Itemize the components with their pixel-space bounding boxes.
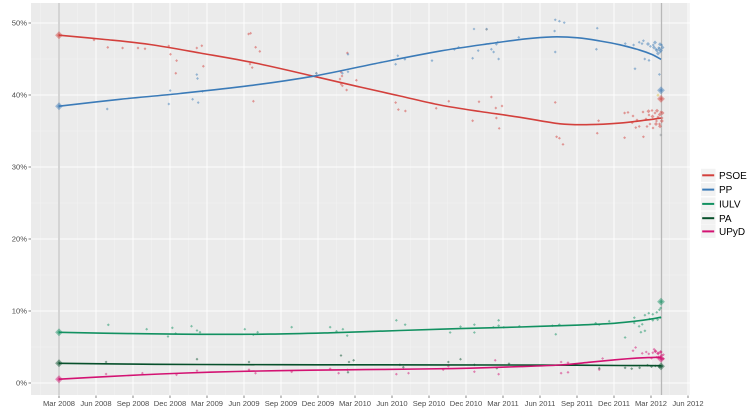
- svg-text:Sep 2010: Sep 2010: [413, 399, 446, 408]
- svg-text:Jun 2009: Jun 2009: [228, 399, 259, 408]
- svg-text:Mar 2009: Mar 2009: [191, 399, 223, 408]
- svg-text:Sep 2008: Sep 2008: [117, 399, 150, 408]
- svg-text:UPyD: UPyD: [719, 227, 745, 238]
- svg-text:PA: PA: [719, 214, 732, 225]
- svg-text:0%: 0%: [16, 379, 27, 388]
- svg-text:Jun 2008: Jun 2008: [80, 399, 111, 408]
- svg-text:10%: 10%: [12, 307, 27, 316]
- svg-text:20%: 20%: [12, 235, 27, 244]
- svg-text:IULV: IULV: [719, 200, 741, 211]
- svg-text:Jun 2011: Jun 2011: [525, 399, 556, 408]
- svg-text:Jun 2012: Jun 2012: [672, 399, 703, 408]
- svg-text:40%: 40%: [12, 91, 27, 100]
- svg-text:Mar 2012: Mar 2012: [635, 399, 667, 408]
- svg-text:Dec 2009: Dec 2009: [302, 399, 335, 408]
- svg-text:Sep 2011: Sep 2011: [561, 399, 593, 408]
- svg-text:Mar 2010: Mar 2010: [339, 399, 371, 408]
- svg-text:PP: PP: [719, 185, 733, 196]
- svg-text:Mar 2011: Mar 2011: [487, 399, 519, 408]
- svg-text:Jun 2010: Jun 2010: [376, 399, 407, 408]
- svg-text:Dec 2011: Dec 2011: [598, 399, 630, 408]
- svg-text:Mar 2008: Mar 2008: [43, 399, 75, 408]
- svg-text:Dec 2010: Dec 2010: [450, 399, 483, 408]
- svg-text:Sep 2009: Sep 2009: [265, 399, 298, 408]
- svg-text:30%: 30%: [12, 163, 27, 172]
- svg-text:PSOE: PSOE: [719, 171, 747, 182]
- svg-text:50%: 50%: [12, 19, 27, 28]
- svg-text:Dec 2008: Dec 2008: [154, 399, 187, 408]
